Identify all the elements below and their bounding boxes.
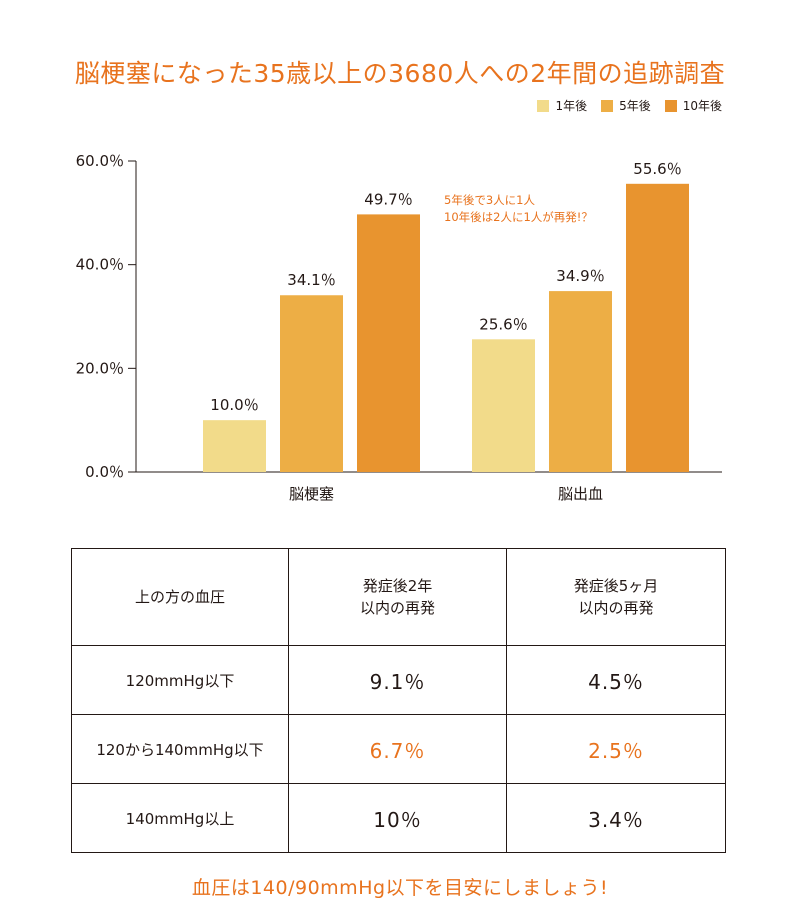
row-label: 120mmHg以下 [71, 645, 289, 715]
legend-label-5: 5年後 [619, 99, 651, 113]
table-header-row: 上の方の血圧 発症後2年 以内の再発 発症後5ヶ月 以内の再発 [71, 548, 726, 646]
bar [357, 214, 420, 472]
legend-item-1: 1年後 [537, 97, 587, 114]
table-row: 120mmHg以下 9.1％ 4.5％ [71, 645, 726, 715]
header-5month: 発症後5ヶ月 以内の再発 [506, 548, 726, 646]
legend-swatch-10 [664, 99, 677, 112]
legend: 1年後 5年後 10年後 [537, 97, 722, 114]
bar [626, 183, 689, 472]
bar-chart: 0.0％ 20.0％ 40.0％ 60.0％ 10.0％ 34.1％ 49.7％ 脳梗塞 25.… [76, 152, 722, 503]
chart-title: 脳梗塞になった35歳以上の3680人への2年間の追跡調査 [74, 59, 726, 88]
cell-5month: 3.4％ [506, 783, 726, 853]
table-row: 140mmHg以上 10％ 3.4％ [71, 783, 726, 853]
cell-2year: 10％ [288, 783, 507, 853]
data-label: 34.1％ [287, 271, 335, 289]
header-blood-pressure: 上の方の血圧 [71, 548, 289, 646]
data-label: 25.6％ [479, 315, 527, 333]
bar [280, 295, 343, 472]
y-tick-label: 60.0％ [76, 152, 124, 170]
y-tick-label: 0.0％ [85, 463, 124, 481]
cell-2year: 6.7％ [288, 714, 507, 784]
legend-item-5: 5年後 [601, 97, 651, 114]
bar [472, 339, 535, 472]
legend-swatch-1 [537, 99, 550, 112]
footer-note: 血圧は140/90mmHg以下を目安にしましょう! [191, 877, 609, 899]
bar [549, 291, 612, 472]
row-label: 120から140mmHg以下 [71, 714, 289, 784]
cell-5month: 2.5％ [506, 714, 726, 784]
data-label: 34.9％ [556, 267, 604, 285]
chart-annotation: 5年後で3人に1人 10年後は2人に1人が再発!？ [444, 192, 593, 226]
header-2year: 発症後2年 以内の再発 [288, 548, 507, 646]
y-tick-label: 40.0％ [76, 256, 124, 274]
cell-5month: 4.5％ [506, 645, 726, 715]
recurrence-table: 上の方の血圧 発症後2年 以内の再発 発症後5ヶ月 以内の再発 120mmHg以… [71, 548, 726, 853]
cell-2year: 9.1％ [288, 645, 507, 715]
legend-label-10: 10年後 [682, 99, 722, 113]
annotation-line-2: 10年後は2人に1人が再発!？ [444, 210, 593, 224]
legend-swatch-5 [601, 99, 614, 112]
legend-label-1: 1年後 [555, 99, 588, 113]
bar [203, 420, 266, 472]
data-label: 49.7％ [364, 190, 412, 208]
data-label: 55.6％ [633, 160, 681, 178]
row-label: 140mmHg以上 [71, 783, 289, 853]
category-label: 脳梗塞 [289, 485, 334, 503]
legend-item-10: 10年後 [664, 97, 722, 114]
category-label: 脳出血 [558, 485, 603, 503]
table-row: 120から140mmHg以下 6.7％ 2.5％ [71, 714, 726, 784]
annotation-line-1: 5年後で3人に1人 [444, 193, 535, 207]
y-tick-label: 20.0％ [76, 359, 124, 377]
data-label: 10.0％ [210, 396, 258, 414]
